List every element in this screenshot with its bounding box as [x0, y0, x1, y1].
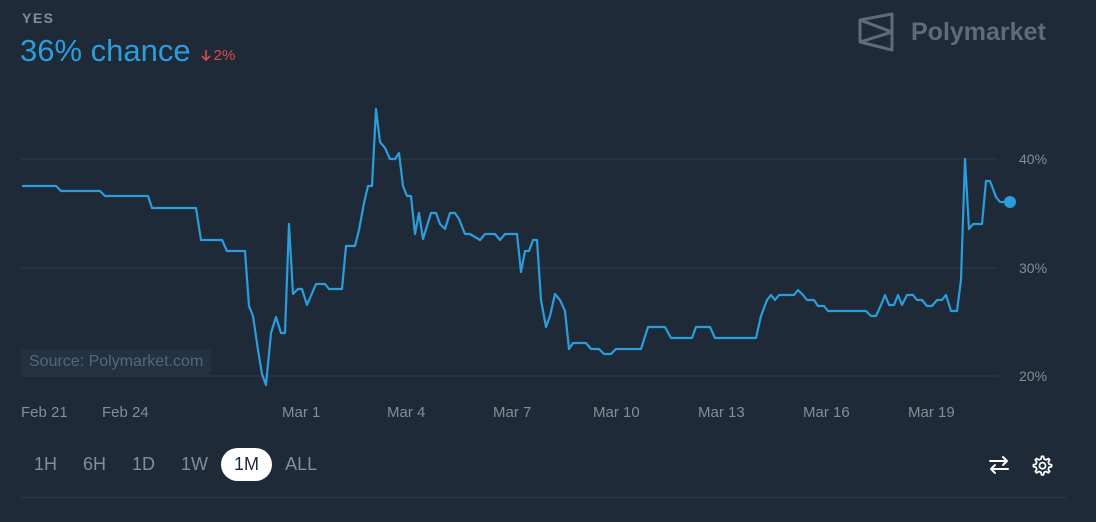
bottom-divider [21, 497, 1066, 498]
change-value: 2% [213, 46, 236, 64]
polymarket-logo-icon [858, 12, 894, 52]
x-tick: Mar 1 [282, 404, 321, 421]
chart-area [21, 107, 1016, 387]
x-tick: Mar 16 [803, 404, 850, 421]
range-1w-button[interactable]: 1W [181, 454, 209, 474]
outcome-label: YES [22, 10, 55, 26]
arrow-down-icon [201, 50, 211, 61]
settings-button[interactable] [1031, 454, 1054, 482]
x-tick: Mar 4 [387, 404, 426, 421]
x-tick: Feb 21 [21, 404, 68, 421]
y-tick-30: 30% [1019, 260, 1048, 276]
x-tick: Mar 10 [593, 404, 640, 421]
change-badge: 2% [201, 46, 236, 64]
y-tick-40: 40% [1019, 151, 1048, 167]
x-tick: Mar 13 [698, 404, 745, 421]
brand: Polymarket [858, 12, 1046, 52]
x-tick: Feb 24 [102, 404, 149, 421]
gear-icon [1032, 455, 1053, 476]
source-badge: Source: Polymarket.com [21, 349, 212, 375]
swap-arrows-icon [989, 456, 1009, 474]
time-range-selector: 1H 6H 1D 1W 1M ALL [21, 448, 330, 481]
range-all-button[interactable]: ALL [285, 454, 318, 474]
x-tick: Mar 7 [493, 404, 532, 421]
current-value-marker [1004, 196, 1016, 208]
range-6h-button[interactable]: 6H [83, 454, 107, 474]
price-line [22, 107, 1010, 387]
chance-header: 36% chance 2% [20, 33, 235, 69]
range-1d-button[interactable]: 1D [132, 454, 156, 474]
x-tick: Mar 19 [908, 404, 955, 421]
brand-name: Polymarket [911, 17, 1046, 46]
swap-button[interactable] [988, 454, 1010, 481]
range-1h-button[interactable]: 1H [34, 454, 58, 474]
y-tick-20: 20% [1019, 368, 1048, 384]
chance-value: 36% chance [20, 33, 191, 68]
range-1m-button[interactable]: 1M [221, 448, 273, 481]
